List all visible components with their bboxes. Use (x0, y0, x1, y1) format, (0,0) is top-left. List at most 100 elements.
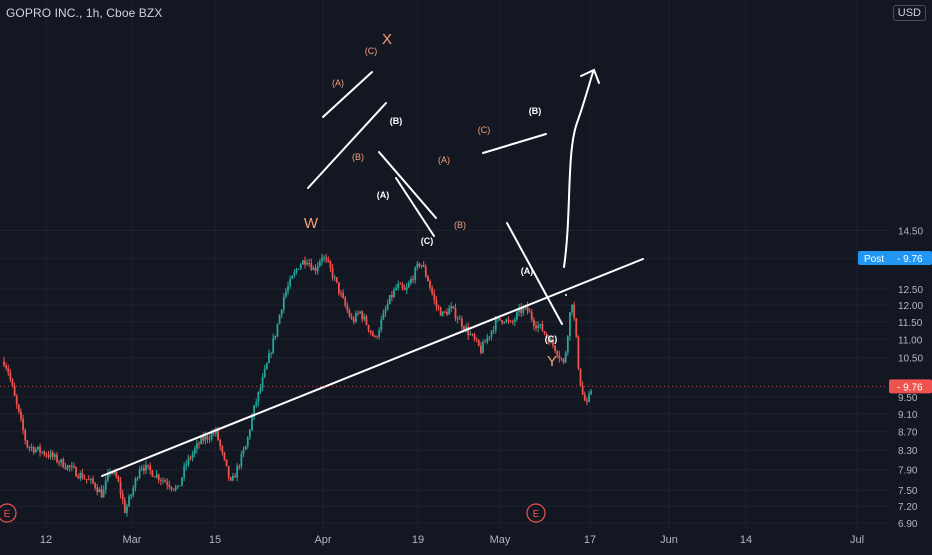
earnings-marker-circle (0, 503, 17, 523)
candle-body (486, 337, 489, 343)
candle-body (13, 385, 16, 397)
wave-labels: X (C) (A) (B) W (B) (A) (C) (A) (C) (B) (B) (A) (C) Y (304, 31, 557, 370)
candle-body (397, 283, 400, 289)
wave-x-upper-channel[interactable] (322, 71, 373, 118)
candle-body (350, 316, 353, 319)
candle-body (443, 311, 446, 313)
candle-body (496, 318, 499, 319)
time-tick-label: Jun (660, 534, 678, 546)
candle-body (123, 499, 126, 513)
candle-body (22, 418, 24, 431)
candle-body (433, 293, 436, 300)
last-tag-bg (889, 379, 932, 394)
candle-body (390, 295, 393, 298)
time-tick-label: Apr (314, 534, 331, 546)
candle-body (507, 319, 510, 321)
candle-body (547, 336, 550, 344)
candle-body (321, 257, 323, 262)
candle-body (492, 330, 495, 332)
wave-c-channel-lower[interactable] (395, 177, 435, 237)
candle-body (564, 352, 567, 363)
candle-body (287, 286, 289, 292)
candle-body (5, 365, 8, 369)
earnings-event-marker[interactable]: E (0, 503, 17, 523)
candle-body (577, 336, 580, 369)
candle-body (183, 465, 186, 478)
candle-body (549, 339, 552, 344)
candle-body (293, 272, 296, 276)
price-axis[interactable]: 6.626.907.207.507.908.308.709.109.5010.5… (888, 0, 932, 550)
candle-body (295, 269, 298, 273)
candle-body (463, 326, 465, 330)
candle-body (70, 466, 73, 468)
candle-body (202, 436, 205, 441)
candle-body (79, 472, 82, 478)
candle-body (100, 489, 103, 498)
price-axis-bg (888, 0, 932, 550)
wave-y-drop-line[interactable] (506, 222, 563, 325)
candle-body (414, 267, 417, 281)
candle-body (401, 284, 404, 288)
price-tick-label: 7.50 (898, 486, 918, 497)
candle-body (132, 487, 135, 495)
time-axis[interactable]: 12 Mar 15 Apr 19 May 17 Jun 14 Jul (0, 528, 932, 550)
time-tick-label: Jul (850, 534, 864, 546)
wave-x-lower-channel[interactable] (307, 102, 387, 189)
candle-body (261, 377, 264, 388)
candle-body (346, 305, 349, 311)
post-tag-bg (858, 251, 932, 265)
candle-body (588, 393, 590, 402)
candle-body (47, 455, 50, 457)
candle-body (77, 476, 80, 478)
last-tag-value: - 9.76 (897, 382, 923, 393)
price-tick-label: 12.50 (898, 285, 923, 296)
candle-body (179, 485, 181, 487)
candle-body (20, 411, 22, 419)
candle-body (115, 471, 118, 478)
candle-body (297, 269, 300, 270)
earnings-event-marker[interactable]: E (526, 503, 546, 523)
candle-body (316, 266, 319, 271)
wave-label: (C) (365, 46, 378, 56)
candle-body (420, 264, 423, 266)
candle-body (490, 330, 493, 337)
candle-body (405, 287, 408, 290)
wave-c-resistance[interactable] (482, 133, 547, 154)
support-trendline[interactable] (101, 258, 644, 477)
candle-body (140, 467, 143, 470)
candle-body (147, 464, 150, 466)
currency-badge[interactable]: USD (892, 5, 926, 21)
candle-body (480, 345, 482, 353)
symbol-title[interactable]: GOPRO INC., 1h, Cboe BZX (6, 6, 163, 20)
candle-body (198, 443, 200, 445)
candle-body (337, 282, 340, 293)
candle-body (251, 416, 253, 431)
earnings-marker-circle (526, 503, 546, 523)
candle-body (367, 324, 370, 331)
time-tick-label: 14 (740, 534, 752, 546)
candle-body (113, 471, 116, 474)
projection-curve[interactable] (563, 71, 594, 268)
candle-body (257, 391, 260, 403)
candle-body (149, 465, 152, 471)
candle-body (45, 454, 48, 456)
candle-body (465, 326, 467, 330)
candle-body (503, 322, 506, 324)
candle-body (270, 352, 272, 354)
price-tick-label: 11.00 (898, 335, 923, 346)
candle-body (223, 452, 226, 460)
wave-label: (B) (352, 152, 364, 162)
drawing-layer[interactable] (101, 68, 644, 477)
wave-c-channel-upper[interactable] (378, 151, 437, 219)
candle-body (505, 319, 508, 323)
candle-body (17, 404, 20, 412)
post-tag-value: - 9.76 (897, 254, 923, 265)
candle-body (431, 287, 434, 294)
projection-arrowhead[interactable] (580, 68, 600, 84)
candle-body (9, 372, 12, 380)
candle-body (556, 351, 559, 356)
candle-body (363, 316, 366, 320)
